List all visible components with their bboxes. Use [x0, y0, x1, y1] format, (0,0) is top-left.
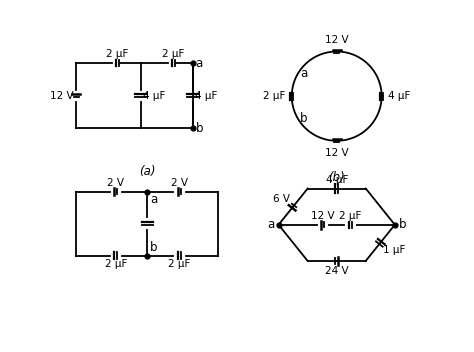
- Text: 2 μF: 2 μF: [106, 49, 128, 59]
- Text: 12 V: 12 V: [325, 148, 348, 158]
- Text: 2 μF: 2 μF: [162, 49, 184, 59]
- Text: (b): (b): [328, 171, 345, 184]
- Text: 2 V: 2 V: [107, 178, 124, 188]
- Text: a: a: [196, 57, 203, 70]
- Text: 2 μF: 2 μF: [263, 91, 285, 101]
- Text: 2 μF: 2 μF: [105, 259, 127, 269]
- Text: a: a: [267, 218, 275, 231]
- Text: 2 μF: 2 μF: [339, 211, 362, 221]
- Text: 12 V: 12 V: [50, 91, 73, 101]
- Text: a: a: [300, 67, 307, 80]
- Text: 4 μF: 4 μF: [143, 91, 165, 101]
- Text: 1 μF: 1 μF: [383, 245, 406, 255]
- Text: b: b: [196, 122, 203, 135]
- Text: (a): (a): [139, 165, 155, 178]
- Text: 6 V: 6 V: [273, 194, 290, 203]
- Text: 12 V: 12 V: [311, 211, 335, 221]
- Text: 2 μF: 2 μF: [168, 259, 191, 269]
- Text: 4 μF: 4 μF: [326, 175, 348, 185]
- Text: 4 μF: 4 μF: [195, 91, 217, 101]
- Text: b: b: [399, 218, 406, 231]
- Text: 2 V: 2 V: [171, 178, 188, 188]
- Text: b: b: [300, 112, 308, 125]
- Text: a: a: [150, 193, 157, 206]
- Text: 4 μF: 4 μF: [388, 91, 410, 101]
- Text: 24 V: 24 V: [325, 265, 348, 276]
- Text: 12 V: 12 V: [325, 34, 348, 45]
- Text: b: b: [150, 241, 158, 254]
